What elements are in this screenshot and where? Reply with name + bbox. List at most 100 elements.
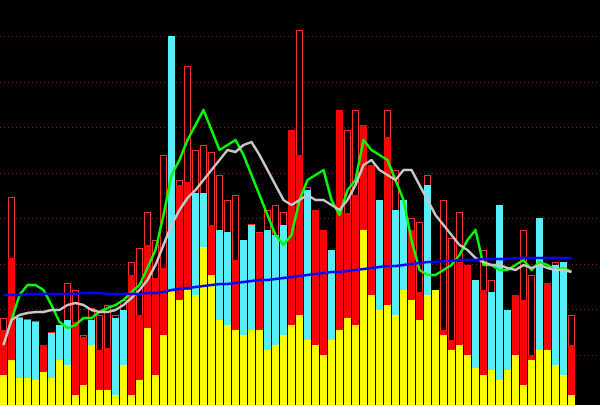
volume-bar <box>552 365 559 405</box>
volume-bar <box>488 370 495 405</box>
volume-bar <box>120 310 127 405</box>
volume-bar <box>248 330 255 405</box>
volume-bar <box>480 290 487 405</box>
volume-bar <box>512 295 519 405</box>
volume-bar <box>72 322 79 405</box>
volume-bar <box>176 185 183 405</box>
volume-bar <box>152 375 159 405</box>
volume-bar <box>520 300 527 405</box>
volume-bar <box>400 290 407 405</box>
volume-bar <box>416 320 423 405</box>
volume-bar <box>144 328 151 405</box>
volume-bar <box>328 250 335 405</box>
volume-bar <box>16 318 23 405</box>
volume-bar <box>528 360 535 405</box>
volume-bar <box>256 330 263 405</box>
volume-bar <box>144 245 151 405</box>
volume-bar <box>336 110 343 405</box>
volume-bar <box>112 318 119 405</box>
volume-bar <box>296 155 303 405</box>
volume-bar <box>16 378 23 405</box>
volume-bar <box>568 395 575 405</box>
volume-bar <box>432 290 439 405</box>
volume-bar <box>120 365 127 405</box>
volume-bar <box>448 350 455 405</box>
volume-bar <box>552 265 559 405</box>
volume-bar <box>216 320 223 405</box>
volume-bar <box>312 345 319 405</box>
volume-bar <box>392 210 399 405</box>
volume-bar <box>344 318 351 405</box>
volume-bar <box>424 295 431 405</box>
volume-bar <box>288 325 295 405</box>
volume-bar <box>136 380 143 405</box>
volume-bar <box>224 232 231 405</box>
volume-bar <box>472 280 479 405</box>
volume-bar <box>264 350 271 405</box>
volume-bar <box>504 370 511 405</box>
volume-bar <box>224 325 231 405</box>
volume-bar <box>8 258 15 405</box>
volume-bar <box>96 350 103 405</box>
volume-bar <box>280 335 287 405</box>
volume-bar <box>240 335 247 405</box>
volume-bar <box>24 320 31 405</box>
volume-bar <box>128 275 135 405</box>
volume-bar <box>0 375 7 405</box>
volume-bar <box>64 365 71 405</box>
volume-bar <box>360 230 367 405</box>
volume-bar <box>536 350 543 405</box>
volume-bar <box>376 200 383 405</box>
volume-bar <box>56 360 63 405</box>
volume-bar <box>496 205 503 405</box>
volume-bar <box>568 345 575 405</box>
volume-bar <box>112 395 119 405</box>
volume-bar <box>184 290 191 405</box>
volume-bar <box>64 320 71 405</box>
volume-bar <box>488 292 495 405</box>
volume-bar <box>512 355 519 405</box>
volume-bar <box>264 230 271 405</box>
volume-bar <box>104 348 111 405</box>
volume-bar <box>560 375 567 405</box>
volume-bar <box>464 355 471 405</box>
volume-bar <box>456 345 463 405</box>
volume-bar <box>368 295 375 405</box>
volume-bar <box>336 330 343 405</box>
volume-bar <box>0 330 7 405</box>
volume-bar <box>352 195 359 405</box>
volume-bar <box>560 262 567 405</box>
volume-bar <box>272 235 279 405</box>
volume-bar <box>128 395 135 405</box>
volume-bar <box>328 340 335 405</box>
volume-bar <box>464 265 471 405</box>
volume-bar <box>504 310 511 405</box>
volume-bar <box>24 378 31 405</box>
volume-bar <box>176 300 183 405</box>
volume-bar <box>384 137 391 405</box>
volume-bar <box>152 278 159 405</box>
volume-bar <box>456 262 463 405</box>
volume-bar <box>200 247 207 405</box>
volume-bar <box>520 385 527 405</box>
volume-bar <box>304 190 311 405</box>
volume-bar <box>80 337 87 405</box>
volume-bar <box>496 380 503 405</box>
volume-bar <box>136 315 143 405</box>
volume-bar <box>384 305 391 405</box>
volume-bar <box>80 385 87 405</box>
volume-bar <box>392 315 399 405</box>
average-line <box>3 256 572 297</box>
volume-bar <box>280 225 287 405</box>
average-line <box>2 108 573 346</box>
volume-bar <box>440 335 447 405</box>
volume-bar <box>312 210 319 405</box>
volume-bar <box>48 378 55 405</box>
volume-bar <box>480 375 487 405</box>
volume-bar <box>344 213 351 405</box>
volume-bar <box>296 315 303 405</box>
volume-bar <box>168 292 175 405</box>
volume-bar <box>320 355 327 405</box>
